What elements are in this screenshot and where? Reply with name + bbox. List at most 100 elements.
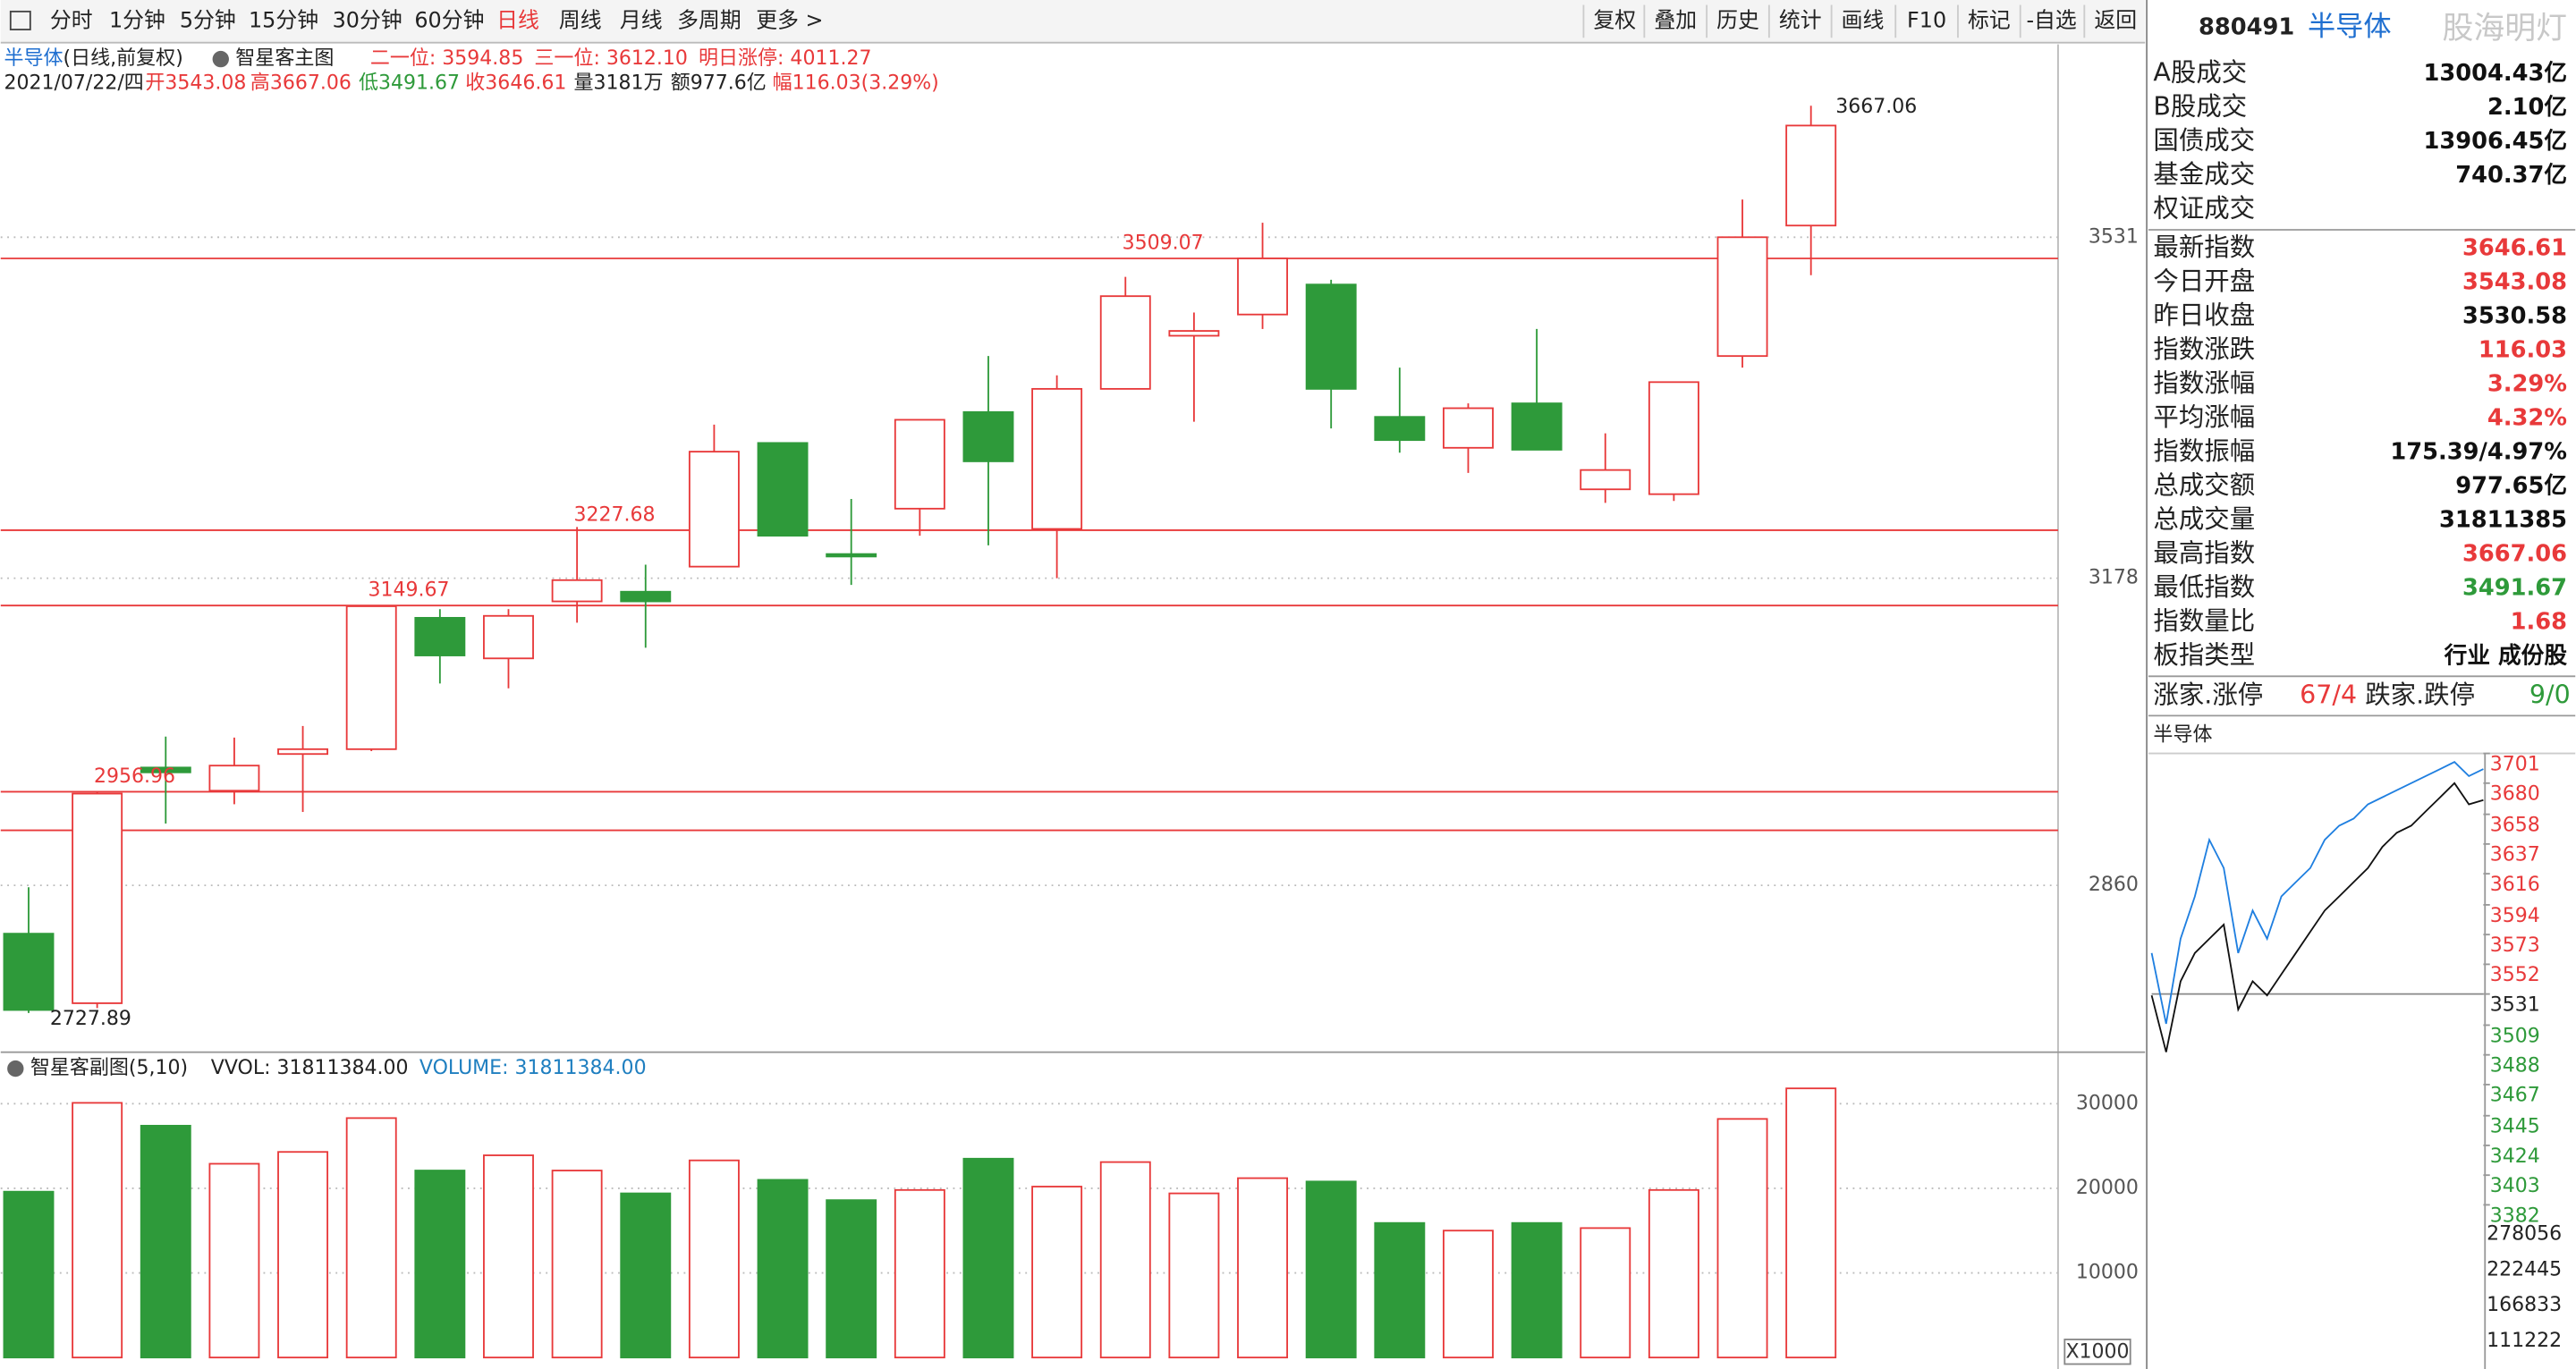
volume-bar: [1168, 1192, 1220, 1359]
header-info: 开3543.08: [145, 72, 246, 95]
candle-body: [1785, 124, 1837, 227]
period-tab[interactable]: 30分钟: [333, 7, 402, 32]
level-label: 3149.67: [369, 579, 450, 602]
panel-value: 行业 成份股: [2444, 642, 2568, 670]
panel-value: 3667.06: [2462, 541, 2567, 568]
header-info: 量3181万: [573, 72, 663, 95]
volume-bar: [3, 1190, 55, 1359]
panel-value: 3646.61: [2462, 235, 2567, 262]
tool-button[interactable]: -自选: [2026, 7, 2076, 32]
candle-body: [1716, 236, 1768, 358]
header-info: 低3491.67: [359, 72, 460, 95]
period-tab[interactable]: 分时: [50, 7, 93, 32]
candle-body: [894, 418, 945, 510]
mini-vtick-label: 111222: [2487, 1330, 2562, 1352]
candle-body: [3, 933, 55, 1011]
tool-button[interactable]: 返回: [2094, 7, 2137, 32]
volume-bar: [1099, 1161, 1151, 1359]
header-info: 明日涨停: 4011.27: [699, 47, 872, 70]
volume-bar: [140, 1124, 191, 1359]
period-tab[interactable]: 更多 >: [756, 7, 823, 32]
volume-bar: [551, 1170, 603, 1359]
panel-toggle-icon[interactable]: [9, 10, 31, 30]
mini-tick-label: 3658: [2490, 814, 2540, 836]
mini-tick-label: 3382: [2490, 1204, 2540, 1227]
volume-bar: [483, 1154, 534, 1359]
panel-value: 116.03: [2479, 337, 2567, 364]
volume-bar: [1305, 1180, 1357, 1359]
toolbar: [0, 0, 2146, 43]
period-tab[interactable]: 1分钟: [109, 7, 165, 32]
panel-name: 半导体: [2308, 11, 2392, 43]
mini-tick-label: 3467: [2490, 1085, 2540, 1107]
candle-body: [1580, 469, 1631, 491]
volume-bar: [208, 1162, 260, 1359]
mini-vtick-label: 222445: [2487, 1258, 2562, 1280]
candle-body: [1099, 295, 1151, 390]
level-label: 3509.07: [1123, 232, 1204, 254]
header-info: 高3667.06: [250, 72, 352, 95]
tool-button[interactable]: 统计: [1779, 7, 1822, 32]
header-info: 半导体: [4, 47, 63, 70]
period-tab[interactable]: 多周期: [677, 7, 741, 32]
tool-button[interactable]: 复权: [1593, 7, 1636, 32]
indicator-icon[interactable]: [212, 50, 229, 68]
min-label: 2727.89: [50, 1008, 131, 1030]
y-tick-label: 30000: [2076, 1092, 2139, 1114]
candle-body: [1648, 381, 1699, 495]
volume-vol: VOLUME: 31811384.00: [419, 1057, 647, 1079]
mini-tick-label: 3637: [2490, 844, 2540, 866]
header-info: 额977.6亿: [671, 72, 767, 95]
panel-label: 国债成交: [2153, 126, 2255, 156]
candle-body: [1031, 387, 1083, 530]
volume-bar: [1716, 1118, 1768, 1359]
candle-body: [826, 553, 877, 558]
panel-value: 2.10亿: [2487, 94, 2567, 121]
panel-label: 总成交量: [2153, 504, 2255, 534]
volume-bar: [1785, 1087, 1837, 1359]
mini-tick-label: 3488: [2490, 1055, 2540, 1077]
volume-bar: [1580, 1227, 1631, 1359]
level-label: 3227.68: [573, 503, 655, 526]
tool-button[interactable]: 叠加: [1654, 7, 1697, 32]
mini-line: [2150, 761, 2484, 1025]
candle-body: [72, 792, 123, 1004]
period-tab[interactable]: 5分钟: [180, 7, 236, 32]
period-tab[interactable]: 月线: [620, 7, 663, 32]
volume-bar: [414, 1170, 466, 1359]
header-info: 收3646.61: [465, 72, 566, 95]
mini-title: 半导体: [2153, 723, 2212, 746]
y-tick-label: 10000: [2076, 1262, 2139, 1284]
volume-bar: [345, 1117, 397, 1359]
candle-body: [620, 590, 672, 603]
panel-label: 板指类型: [2153, 640, 2255, 670]
period-tab[interactable]: 日线: [496, 7, 539, 32]
period-tab[interactable]: 15分钟: [249, 7, 318, 32]
tool-button[interactable]: 画线: [1842, 7, 1885, 32]
header-info: 2021/07/22/四: [4, 72, 143, 95]
panel-value: 13004.43亿: [2423, 60, 2567, 87]
panel-value: 31811385: [2439, 507, 2567, 534]
panel-value: 1.68: [2511, 609, 2567, 636]
volume-bar: [1374, 1221, 1426, 1359]
panel-value: 4.32%: [2487, 405, 2567, 432]
tool-button[interactable]: 历史: [1716, 7, 1759, 32]
panel-label: 权证成交: [2153, 194, 2255, 224]
volume-icon[interactable]: [7, 1060, 24, 1077]
candle-body: [208, 765, 260, 792]
volume-bar: [894, 1188, 945, 1359]
tool-button[interactable]: F10: [1907, 7, 1946, 32]
tool-button[interactable]: 标记: [1968, 7, 2011, 32]
candle-body: [1443, 407, 1494, 449]
period-tab[interactable]: 周线: [559, 7, 602, 32]
volume-bar: [688, 1159, 740, 1359]
mini-tick-label: 3424: [2490, 1145, 2540, 1168]
candle-body: [1305, 283, 1357, 390]
volume-bar: [72, 1102, 123, 1359]
volume-bar: [962, 1157, 1014, 1359]
candle-body: [551, 579, 603, 603]
unit-box: [2063, 1339, 2131, 1365]
y-tick-label: 20000: [2076, 1177, 2139, 1199]
period-tab[interactable]: 60分钟: [414, 7, 484, 32]
